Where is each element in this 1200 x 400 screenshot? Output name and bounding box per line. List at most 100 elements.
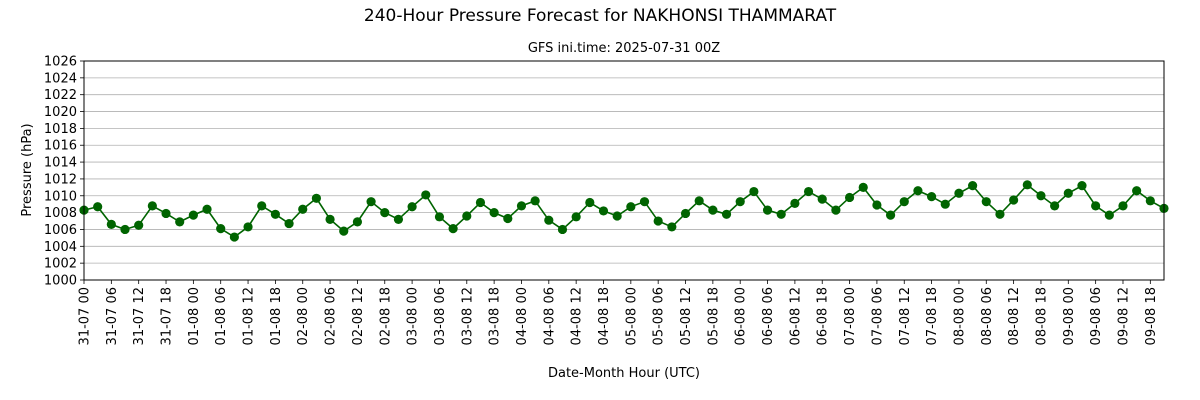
x-tick-label: 08-08 06 [980,287,995,345]
x-tick-label: 04-08 12 [570,287,585,345]
pressure-point [284,218,294,229]
pressure-point [462,211,472,221]
pressure-point [1118,201,1128,211]
pressure-point [585,197,595,208]
pressure-point [216,224,226,234]
x-tick-label: 03-08 12 [460,287,475,345]
grid-lines [84,60,1164,281]
pressure-point [667,222,677,232]
pressure-point [708,205,718,215]
pressure-point [434,212,445,222]
x-tick-label: 04-08 06 [542,287,557,345]
y-tick-label: 1004 [44,240,77,255]
x-tick-label: 02-08 00 [296,287,311,345]
pressure-point [366,197,376,207]
pressure-point [762,205,773,215]
pressure-point [516,201,527,211]
pressure-point [93,202,103,212]
x-tick-label: 09-08 12 [1116,287,1131,345]
pressure-point [544,215,554,225]
pressure-point [1132,186,1142,196]
pressure-point [448,224,458,234]
pressure-point [803,186,814,197]
pressure-point [1022,180,1032,190]
x-tick-label: 07-08 06 [870,287,885,345]
pressure-point [954,188,964,198]
x-tick-label: 06-08 18 [816,287,831,345]
pressure-point [1145,196,1155,206]
x-tick-label: 05-08 18 [706,287,721,345]
pressure-point [1050,201,1060,211]
pressure-point [475,197,486,208]
x-tick-label: 05-08 06 [652,287,667,345]
x-tick-label: 07-08 18 [925,287,940,345]
pressure-point [885,210,896,220]
x-tick-label: 05-08 12 [679,287,694,345]
x-tick-label: 08-08 12 [1007,287,1022,345]
x-tick-label: 02-08 06 [324,287,339,345]
pressure-point [721,209,732,219]
pressure-point [1063,188,1073,198]
pressure-point [680,208,691,219]
pressure-point [202,204,212,214]
pressure-point [981,197,991,207]
pressure-point [612,211,622,221]
pressure-point [831,205,841,215]
y-axis-label: Pressure (hPa) [20,123,35,216]
x-tick-label: 01-08 12 [242,287,257,345]
y-tick-label: 1018 [44,122,77,137]
pressure-point [1009,195,1019,205]
pressure-point [995,209,1005,219]
pressure-point [940,199,950,209]
x-tick-label: 01-08 06 [214,287,229,345]
pressure-point [899,197,909,207]
pressure-point [749,186,759,197]
x-tick-label: 01-08 00 [187,287,202,345]
chart-title: 240-Hour Pressure Forecast for NAKHONSI … [363,6,837,26]
series-layer [79,180,1169,242]
x-tick-label: 03-08 18 [488,287,503,345]
pressure-point [639,197,650,207]
y-tick-label: 1002 [44,257,77,272]
pressure-point [1077,181,1087,191]
x-axis-ticks: 31-07 00 31-07 06 31-07 12 31-07 18 01-08 00… [78,280,1159,345]
plot-frame [83,60,1165,281]
pressure-point [106,219,116,230]
pressure-point [776,209,786,219]
pressure-point [257,201,267,211]
pressure-point [858,182,868,192]
y-tick-label: 1012 [44,172,77,187]
x-tick-label: 04-08 18 [597,287,612,345]
pressure-point [339,226,349,236]
x-tick-label: 06-08 00 [734,287,749,345]
x-tick-label: 03-08 00 [406,287,421,345]
chart-subtitle: GFS ini.time: 2025-07-31 00Z [528,41,720,56]
pressure-point [325,214,335,224]
pressure-point [598,206,609,216]
x-tick-label: 02-08 18 [378,287,393,345]
pressure-point [1104,210,1114,220]
pressure-point [270,209,280,219]
x-tick-label: 01-08 18 [269,287,284,345]
pressure-point [243,222,253,232]
x-tick-label: 09-08 00 [1062,287,1077,345]
x-tick-label: 06-08 06 [761,287,776,345]
x-tick-label: 04-08 00 [515,287,530,345]
x-tick-label: 07-08 00 [843,287,858,345]
y-tick-label: 1022 [44,88,77,103]
pressure-point [161,208,171,219]
pressure-point [421,190,431,200]
pressure-point [175,217,185,227]
x-tick-label: 07-08 12 [898,287,913,345]
pressure-point [1091,201,1101,211]
pressure-point [817,194,827,204]
x-tick-label: 06-08 12 [788,287,803,345]
pressure-point [926,192,937,202]
pressure-point [626,202,636,212]
pressure-point [298,204,308,214]
x-tick-label: 09-08 18 [1144,287,1159,345]
pressure-point [872,200,882,210]
pressure-point [530,196,540,206]
pressure-point [557,224,568,235]
